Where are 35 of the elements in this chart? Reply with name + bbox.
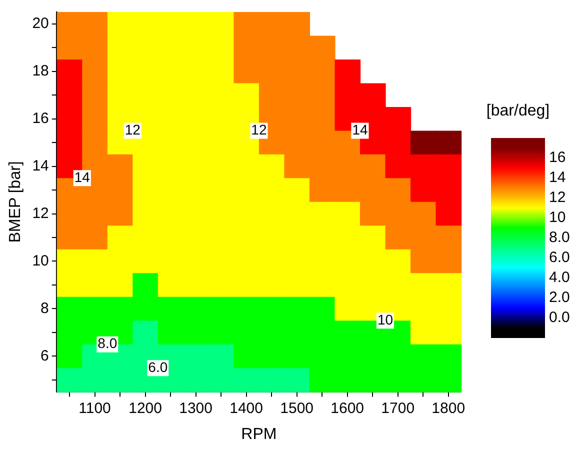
annotation: 14 <box>352 122 368 138</box>
y-tick-label: 16 <box>32 110 49 127</box>
y-tick-label: 18 <box>32 62 49 80</box>
annotation: 12 <box>251 122 267 138</box>
x-tick-label: 1500 <box>280 400 314 417</box>
color-bar-label: 10 <box>549 209 566 226</box>
color-bar-label: 12 <box>549 189 566 206</box>
x-tick-label: 1200 <box>128 400 162 417</box>
color-bar-label: 8.0 <box>549 229 570 246</box>
annotation: 14 <box>74 169 90 186</box>
color-bar-label: 6.0 <box>549 249 570 266</box>
y-tick-label: 10 <box>32 252 49 270</box>
x-tick-label: 1800 <box>432 400 466 417</box>
color-bar-title: [bar/deg] <box>486 102 550 120</box>
x-tick-label: 1300 <box>179 400 212 417</box>
color-bar-label: 16 <box>549 149 566 166</box>
color-bar-label: 2.0 <box>549 289 570 306</box>
annotation: 10 <box>377 311 394 328</box>
x-tick-label: 1700 <box>381 400 415 417</box>
x-tick-label: 1400 <box>230 400 263 417</box>
x-axis-title: RPM <box>241 426 277 443</box>
color-bar-label: 4.0 <box>549 269 570 286</box>
y-tick-label: 8 <box>40 300 49 317</box>
y-axis-title: BMEP [bar] <box>7 161 24 243</box>
x-tick-label: 1600 <box>330 400 364 417</box>
y-tick-label: 14 <box>32 157 49 174</box>
x-tick-label: 1100 <box>78 400 111 417</box>
annotation: 8.0 <box>98 335 118 352</box>
y-tick-label: 20 <box>32 15 49 32</box>
color-bar-label: 0.0 <box>549 309 570 326</box>
y-tick-label: 6 <box>40 347 49 364</box>
y-tick-label: 12 <box>32 204 49 222</box>
color-bar-label: 14 <box>549 169 566 186</box>
annotation: 6.0 <box>148 358 168 375</box>
annotation: 12 <box>124 122 141 138</box>
